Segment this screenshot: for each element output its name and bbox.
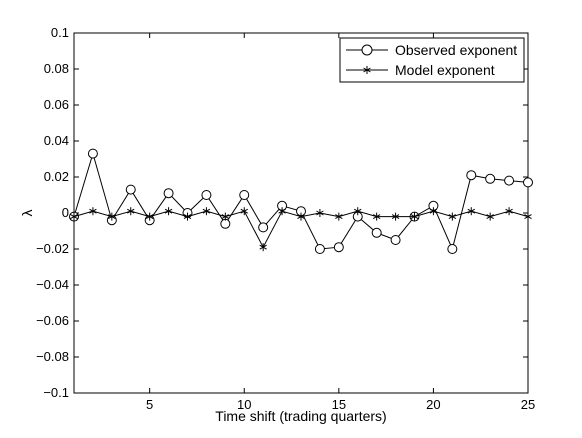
model-point [164,207,173,216]
y-axis-label: λ [19,210,35,217]
legend-asterisk-glyph [363,66,371,74]
y-tick-label: 0.06 [44,97,69,112]
x-axis: 5 10 15 20 25 [146,33,535,412]
model-point [448,212,457,221]
x-axis-label: Time shift (trading quarters) [215,408,386,424]
model-point [202,207,211,216]
model-point [89,207,97,216]
y-tick-label: −0.08 [36,349,69,364]
model-point [524,212,532,221]
observed-point [504,175,515,186]
x-tick-label: 10 [237,397,251,412]
model-point [391,212,400,221]
legend-label-model: Model exponent [395,62,495,78]
model-point [429,207,438,216]
legend-box [339,37,525,83]
model-point [145,212,154,221]
x-tick-label: 5 [146,397,153,412]
legend-label-observed: Observed exponent [395,42,517,58]
observed-point [201,190,212,200]
y-tick-label: −0.02 [36,241,69,256]
model-point [240,207,248,216]
x-tick-label: 25 [521,397,535,412]
y-tick-label: −0.04 [36,277,69,292]
model-point [278,207,286,216]
observed-point [466,170,477,181]
y-tick-label: 0.08 [44,61,69,76]
observed-point [258,222,269,233]
model-point [259,243,267,252]
observed-point [87,148,98,159]
model-point [467,207,475,216]
y-tick-label: 0.1 [51,25,69,40]
model-point [410,212,419,221]
model-point [183,212,192,221]
model-point [221,212,230,221]
y-tick-label: 0.02 [44,169,69,184]
model-point [505,207,513,216]
observed-point [163,188,174,199]
model-point [354,207,362,216]
observed-point [220,218,231,229]
legend-marker-model [363,66,371,74]
x-tick-label: 15 [332,397,346,412]
observed-point [485,173,496,184]
y-tick-label: 0 [62,205,69,220]
observed-point [523,177,533,188]
observed-point [447,244,458,254]
observed-point [314,244,325,254]
legend-marker-observed [361,44,373,56]
y-tick-label: −0.1 [43,385,69,400]
model-point [108,212,116,221]
y-axis: −0.1 −0.08 −0.06 −0.04 −0.02 0 0.02 0.04 0.06 0.0… [36,25,528,400]
observed-point [333,242,344,253]
model-point [297,212,305,221]
model-point [127,207,135,216]
series-layer [69,148,533,254]
x-tick-label: 20 [426,397,440,412]
observed-point [125,184,136,195]
observed-point [371,227,382,238]
model-point [372,212,381,221]
y-tick-label: −0.06 [36,313,69,328]
model-point [486,212,494,221]
model-point [316,209,324,217]
model-point [70,212,78,221]
observed-point [390,235,401,245]
y-tick-label: 0.04 [44,133,69,148]
legend: Observed exponent Model exponent [339,37,525,83]
observed-point [239,190,250,200]
model-point [335,212,343,221]
